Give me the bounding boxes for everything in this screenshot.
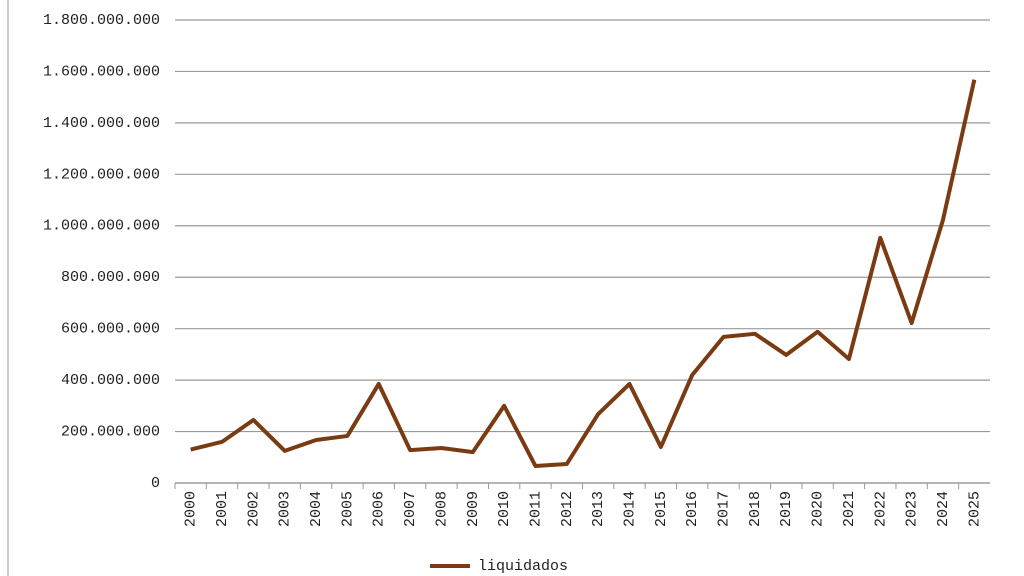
x-tick-label: 2019 (778, 491, 795, 527)
x-tick-label: 2021 (841, 491, 858, 527)
x-tick-label: 2000 (183, 491, 200, 527)
x-tick-label: 2016 (684, 491, 701, 527)
x-tick-label: 2017 (716, 491, 733, 527)
x-tick-label: 2004 (308, 491, 325, 527)
x-tick-label: 2003 (277, 491, 294, 527)
x-tick-label: 2002 (245, 491, 262, 527)
y-tick-label: 800.000.000 (61, 269, 160, 286)
series-line (190, 79, 977, 469)
y-tick-label: 600.000.000 (61, 321, 160, 338)
x-tick-label: 2005 (339, 491, 356, 527)
x-tick-label: 2022 (872, 491, 889, 527)
x-tick-label: 2001 (214, 491, 231, 527)
x-tick-label: 2023 (904, 491, 921, 527)
x-tick-label: 2007 (402, 491, 419, 527)
x-tick-label: 2006 (371, 491, 388, 527)
x-tick-label: 2024 (935, 491, 952, 527)
x-tick-label: 2018 (747, 491, 764, 527)
x-tick-label: 2010 (496, 491, 513, 527)
x-tick-label: 2013 (590, 491, 607, 527)
y-tick-label: 400.000.000 (61, 372, 160, 389)
y-tick-label: 200.000.000 (61, 424, 160, 441)
x-tick-label: 2009 (465, 491, 482, 527)
x-tick-label: 2012 (559, 491, 576, 527)
y-tick-label: 0 (151, 475, 160, 492)
x-tick-label: 2011 (527, 491, 544, 527)
y-tick-label: 1.200.000.000 (43, 166, 160, 183)
x-tick-label: 2020 (810, 491, 827, 527)
x-tick-label: 2014 (621, 491, 638, 527)
legend-label: liquidados (478, 558, 568, 575)
y-tick-label: 1.800.000.000 (43, 12, 160, 29)
x-tick-label: 2025 (966, 491, 983, 527)
y-tick-label: 1.000.000.000 (43, 218, 160, 235)
y-tick-label: 1.400.000.000 (43, 115, 160, 132)
x-tick-label: 2015 (653, 491, 670, 527)
y-tick-label: 1.600.000.000 (43, 63, 160, 80)
x-tick-label: 2008 (433, 491, 450, 527)
